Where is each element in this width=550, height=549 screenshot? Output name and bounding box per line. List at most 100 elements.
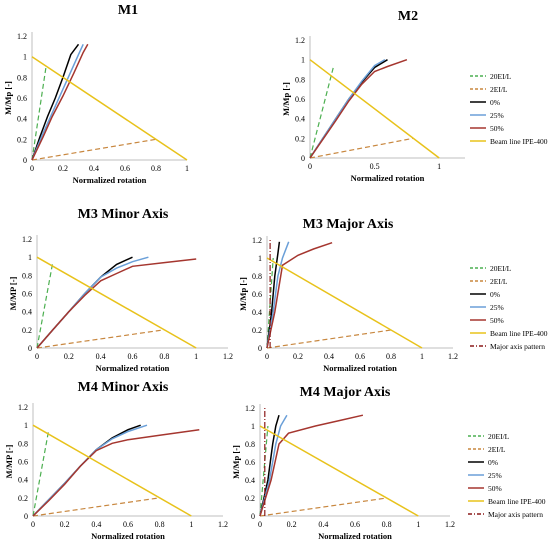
legend-label: 20EI/L: [490, 264, 512, 273]
y-tick-label: 0: [24, 512, 28, 521]
y-tick-label: 1.2: [245, 404, 255, 413]
series-line-25: [36, 256, 149, 349]
x-tick-label: 0: [31, 520, 35, 529]
y-tick-label: 1.2: [295, 36, 305, 45]
x-tick-label: 0.6: [350, 520, 360, 529]
y-tick-label: 0.4: [22, 308, 32, 317]
x-tick-label: 0.6: [123, 520, 133, 529]
x-tick-label: 0: [308, 162, 312, 171]
y-tick-label: 0.8: [18, 439, 28, 448]
y-tick-label: 0.8: [295, 75, 305, 84]
x-tick-label: 0.8: [382, 520, 392, 529]
series-line-beam-line-ipe-400: [31, 56, 188, 161]
y-tick-label: 1: [24, 421, 28, 430]
series-line-beam-line-ipe-400: [266, 257, 423, 349]
series-line-2ei-l: [259, 497, 387, 517]
x-tick-label: 0.2: [287, 520, 297, 529]
x-tick-label: 0.4: [89, 164, 99, 173]
series-line-25: [31, 43, 84, 161]
series-line-50: [36, 258, 197, 349]
x-axis-title: Normalized rotation: [73, 175, 147, 185]
x-axis-title: Normalized rotation: [323, 363, 397, 373]
y-tick-label: 1: [28, 253, 32, 262]
series-line-20ei-l: [32, 429, 50, 517]
x-axis-title: Normalized rotation: [351, 173, 425, 183]
chart-title: M4 Minor Axis: [78, 380, 169, 395]
x-tick-label: 0.4: [91, 520, 101, 529]
y-tick-label: 0.4: [18, 476, 28, 485]
y-tick-label: 0.2: [22, 326, 32, 335]
series-line-20ei-l: [36, 261, 54, 349]
y-axis-title: M/Mp [-]: [281, 82, 291, 116]
series-line-25: [259, 414, 288, 517]
y-tick-label: 0.6: [18, 458, 28, 467]
series-line-2ei-l: [309, 137, 414, 159]
legend-label: 0%: [490, 98, 500, 107]
series-line-beam-line-ipe-400: [259, 425, 419, 517]
series-line-beam-line-ipe-400: [36, 256, 197, 349]
y-tick-label: 1: [258, 254, 262, 263]
legend-label: 0%: [488, 458, 498, 467]
y-tick-label: 1.2: [252, 236, 262, 245]
legend-label: 0%: [490, 290, 500, 299]
x-tick-label: 1.2: [218, 520, 228, 529]
y-tick-label: 0.2: [252, 326, 262, 335]
x-axis-title: Normalized rotation: [91, 531, 165, 541]
legend-label: Beam line IPE-400: [490, 137, 548, 146]
y-axis-title: M/MP [-]: [4, 444, 14, 478]
legend-label: 2EI/L: [490, 85, 508, 94]
y-tick-label: 0.4: [252, 308, 262, 317]
series-line-25: [266, 241, 290, 349]
chart-panel-2: M2 0 0.2 0.4 0.6 0.8 1 1.2 0 0.5 1 Normalized rotat…: [281, 9, 548, 183]
legend-label: 25%: [490, 303, 504, 312]
series-line-0: [309, 59, 388, 159]
series-line-50: [259, 414, 364, 517]
y-tick-label: 1: [251, 422, 255, 431]
chart-title: M2: [398, 9, 418, 24]
series-line-0: [259, 414, 280, 517]
x-tick-label: 0.4: [96, 352, 106, 361]
y-tick-label: 1: [301, 56, 305, 65]
x-tick-label: 0.4: [324, 352, 334, 361]
x-tick-label: 1.2: [448, 352, 458, 361]
legend-label: Beam line IPE-400: [488, 497, 546, 506]
y-tick-label: 1.2: [17, 32, 27, 41]
legend-label: 25%: [488, 471, 502, 480]
y-tick-label: 0: [23, 156, 27, 165]
chart-title: M3 Minor Axis: [78, 207, 169, 222]
x-tick-label: 1.2: [223, 352, 233, 361]
y-axis-title: M/Mp [-]: [238, 277, 248, 311]
legend-label: 50%: [488, 484, 502, 493]
x-tick-label: 0.6: [120, 164, 130, 173]
series-line-beam-line-ipe-400: [309, 59, 440, 159]
x-tick-label: 0: [30, 164, 34, 173]
x-axis-title: Normalized rotation: [318, 531, 392, 541]
y-tick-label: 0: [28, 344, 32, 353]
y-axis-title: M/Mp [-]: [231, 445, 241, 479]
y-tick-label: 1.2: [22, 235, 32, 244]
x-tick-label: 0: [258, 520, 262, 529]
legend-label: 25%: [490, 111, 504, 120]
y-tick-label: 0.6: [245, 458, 255, 467]
series-line-2ei-l: [31, 138, 157, 161]
y-tick-label: 0.8: [252, 272, 262, 281]
x-tick-label: 0.6: [355, 352, 365, 361]
legend: 20EI/L 2EI/L 0% 25% 50% Beam line IPE-400 Majo…: [468, 432, 546, 519]
y-tick-label: 0.8: [245, 440, 255, 449]
series-line-50: [31, 43, 89, 161]
series-line-50: [266, 241, 333, 349]
chart-panel-3: M3 Minor Axis 0 0.2 0.4 0.6 0.8 1 1.2 0 0.2 0.4 0.6…: [8, 207, 233, 373]
x-tick-label: 1: [185, 164, 189, 173]
x-tick-label: 0.2: [64, 352, 74, 361]
legend-label: Beam line IPE-400: [490, 329, 548, 338]
x-tick-label: 1: [189, 520, 193, 529]
x-tick-label: 0.6: [128, 352, 138, 361]
series-line-20ei-l: [259, 425, 269, 517]
x-tick-label: 1: [416, 520, 420, 529]
y-tick-label: 0.6: [252, 290, 262, 299]
x-axis-title: Normalized rotation: [96, 363, 170, 373]
y-tick-label: 0.8: [22, 271, 32, 280]
x-tick-label: 0.2: [293, 352, 303, 361]
x-tick-label: 0.2: [60, 520, 70, 529]
y-tick-label: 1: [23, 53, 27, 62]
